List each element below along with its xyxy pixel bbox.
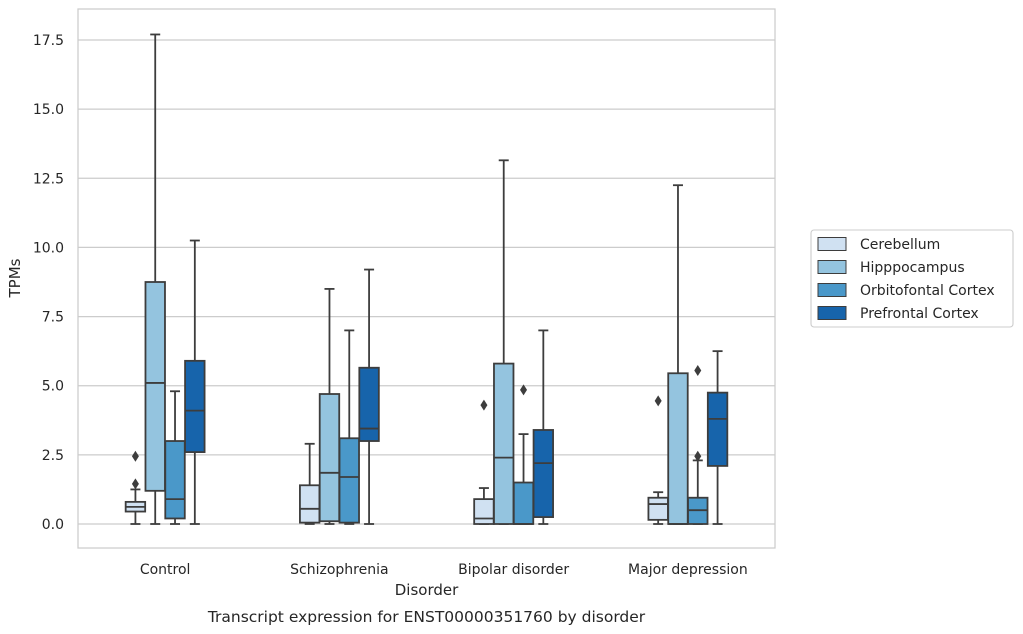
y-tick-label-2: 5.0 — [42, 379, 64, 395]
box-3-1 — [667, 184, 689, 525]
box-1-3 — [358, 268, 380, 525]
box-body — [144, 281, 166, 492]
box-body — [299, 484, 321, 524]
box-3-3 — [706, 350, 729, 525]
box-2-2 — [512, 384, 535, 525]
y-tick-label-1: 2.5 — [42, 448, 64, 464]
y-tick-label-5: 12.5 — [33, 171, 64, 187]
box-body — [184, 359, 206, 453]
x-tick-label-3: Major depression — [628, 562, 748, 578]
plot-frame — [77, 8, 776, 549]
outlier-point-0 — [131, 478, 139, 490]
legend-swatch-3 — [817, 306, 847, 320]
outlier-point-0 — [480, 399, 488, 411]
box-3-0 — [647, 395, 669, 525]
legend-label-2: Orbitofontal Cortex — [860, 283, 995, 299]
box-0-3 — [184, 239, 206, 525]
y-tick-label-6: 15.0 — [33, 102, 64, 118]
y-tick-label-4: 10.0 — [33, 240, 64, 256]
box-body — [338, 437, 360, 524]
box-1-1 — [318, 288, 341, 525]
x-tick-labels: Control Schizophrenia Bipolar disorder Majo… — [140, 562, 748, 578]
box-0-0 — [124, 450, 147, 525]
x-tick-label-0: Control — [140, 562, 191, 578]
box-1-2 — [338, 329, 360, 525]
outlier-point-0 — [654, 395, 662, 407]
legend-swatch-0 — [817, 237, 847, 251]
chart-caption: Transcript expression for ENST0000035176… — [207, 608, 646, 626]
box-body — [667, 372, 689, 525]
legend-label-1: Hipppocampus — [860, 260, 965, 276]
legend-swatch-1 — [817, 260, 847, 274]
box-1-0 — [299, 442, 321, 525]
legend-label-3: Prefrontal Cortex — [860, 306, 979, 322]
box-body — [512, 481, 535, 525]
box-body — [532, 429, 554, 518]
y-tick-labels: 0.0 2.5 5.0 7.5 10.0 12.5 15.0 17.5 — [33, 33, 64, 533]
outlier-point-0 — [520, 384, 528, 396]
legend-frame — [810, 229, 1014, 328]
box-0-2 — [164, 390, 186, 525]
y-axis-label: TPMs — [6, 258, 24, 298]
box-2-1 — [493, 159, 515, 525]
box-series — [124, 33, 729, 525]
legend-label-0: Cerebellum — [860, 237, 940, 253]
box-body — [493, 362, 515, 525]
box-body — [473, 498, 495, 525]
outlier-point-1 — [131, 450, 139, 462]
y-tick-label-7: 17.5 — [33, 33, 64, 49]
box-0-1 — [144, 33, 166, 525]
box-2-0 — [473, 399, 495, 525]
box-body — [164, 440, 186, 520]
x-axis-label: Disorder — [395, 581, 459, 599]
x-tick-label-2: Bipolar disorder — [458, 562, 569, 578]
x-tick-label-1: Schizophrenia — [290, 562, 388, 578]
box-body — [318, 393, 341, 523]
box-body — [647, 496, 669, 521]
box-3-2 — [687, 365, 709, 525]
y-tick-label-0: 0.0 — [42, 517, 64, 533]
outlier-point-1 — [694, 365, 702, 377]
legend-swatch-2 — [817, 283, 847, 297]
legend: Cerebellum Hipppocampus Orbitofontal Corte… — [810, 229, 1014, 328]
y-tick-label-3: 7.5 — [42, 310, 64, 326]
box-body — [358, 366, 380, 442]
box-body — [706, 391, 729, 467]
outlier-point-0 — [694, 450, 702, 462]
box-2-3 — [532, 329, 554, 525]
